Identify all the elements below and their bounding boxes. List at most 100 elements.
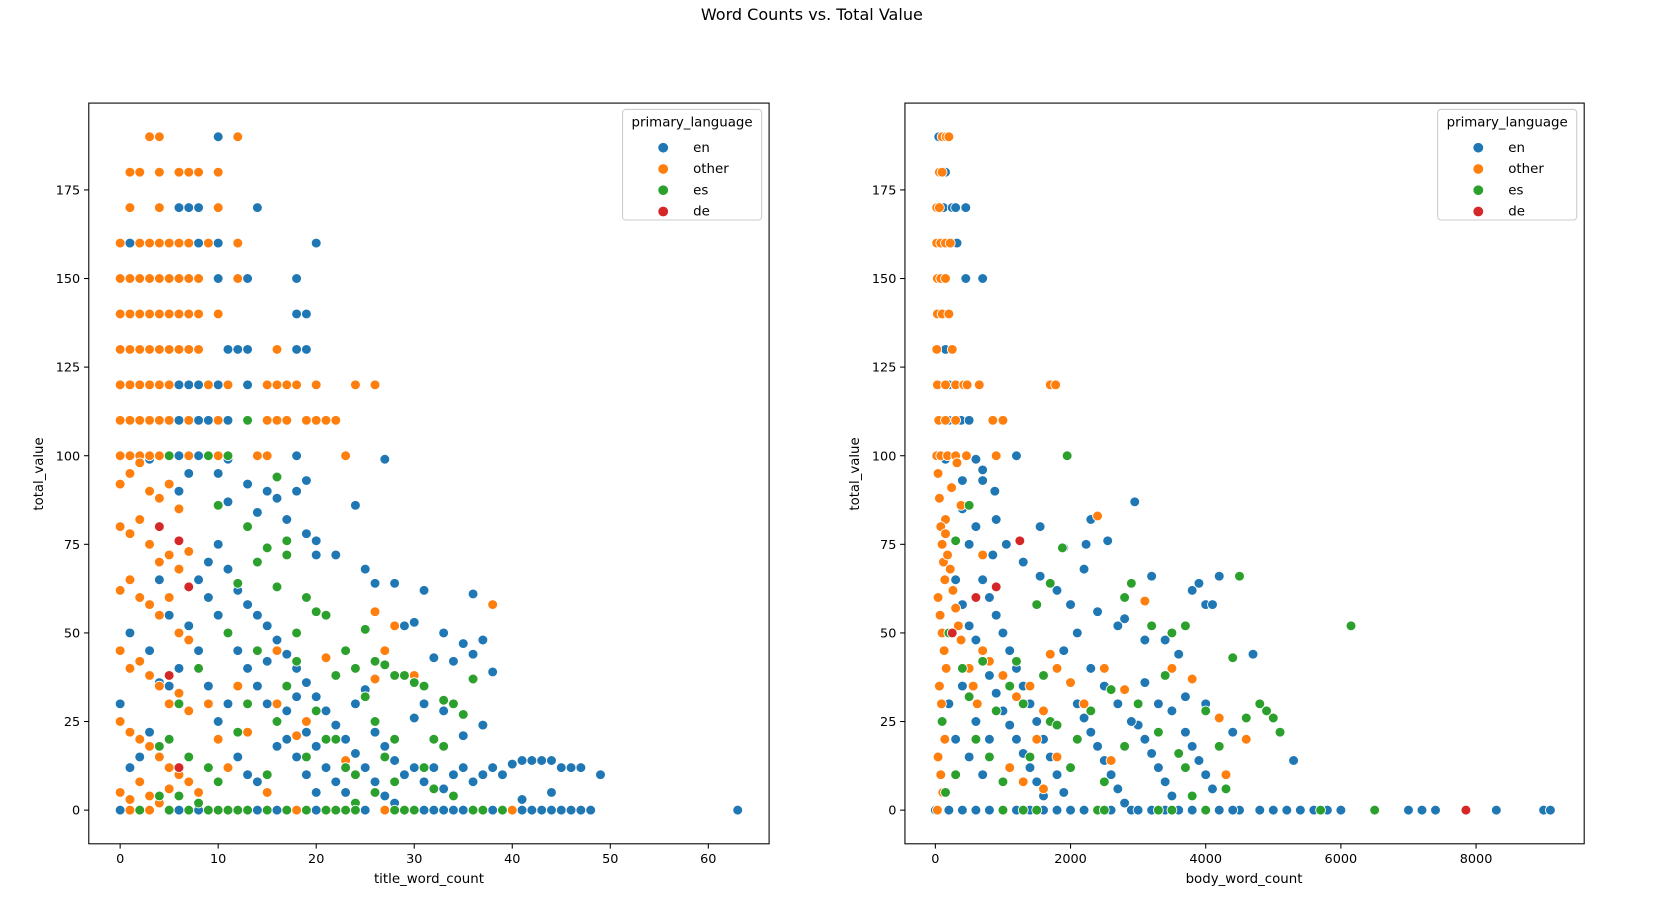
point-es: [1031, 599, 1043, 610]
point-en: [467, 588, 479, 600]
point-en: [526, 804, 538, 816]
point-other: [173, 563, 185, 575]
point-en: [1335, 804, 1347, 816]
point-other: [1065, 677, 1076, 688]
point-en: [990, 514, 1002, 525]
x-tick-label: 20: [308, 852, 324, 867]
point-other: [114, 521, 126, 532]
point-en: [301, 308, 312, 320]
point-es: [1011, 655, 1022, 667]
point-es: [467, 673, 479, 685]
y-tick-label: 0: [888, 804, 896, 819]
figure-title: Word Counts vs. Total Value: [701, 5, 923, 24]
point-other: [973, 379, 985, 391]
point-other: [144, 344, 155, 355]
point-es: [163, 804, 175, 816]
point-other: [154, 202, 165, 213]
point-en: [301, 726, 312, 738]
point-en: [960, 273, 972, 284]
point-en: [399, 769, 410, 781]
point-en: [1139, 634, 1151, 646]
point-es: [1017, 804, 1029, 816]
point-es: [183, 751, 195, 763]
point-es: [252, 556, 263, 568]
point-en: [261, 698, 273, 710]
point-es: [1126, 577, 1137, 589]
point-es: [1173, 748, 1185, 759]
point-en: [448, 804, 459, 816]
point-en: [1126, 716, 1137, 727]
point-es: [301, 592, 312, 603]
point-en: [310, 691, 322, 703]
point-en: [1186, 804, 1198, 816]
point-es: [271, 471, 283, 483]
point-en: [252, 507, 263, 518]
point-other: [222, 762, 234, 773]
point-es: [320, 609, 332, 621]
point-en: [310, 237, 322, 249]
y-axis-label: total_value: [848, 437, 863, 510]
point-es: [369, 655, 381, 667]
scatter-points: [930, 131, 1556, 816]
point-en: [369, 577, 381, 589]
point-es: [1132, 698, 1144, 710]
point-en: [1092, 741, 1103, 752]
point-en: [1119, 613, 1130, 625]
point-es: [1254, 698, 1266, 710]
point-en: [1112, 620, 1124, 632]
point-es: [1234, 570, 1245, 582]
point-es: [281, 549, 293, 561]
point-en: [477, 719, 489, 731]
point-other: [124, 166, 136, 178]
point-en: [1180, 726, 1191, 738]
point-es: [950, 769, 961, 781]
point-en: [438, 804, 449, 816]
point-en: [379, 453, 391, 465]
point-en: [124, 762, 136, 773]
x-axis-label: title_word_count: [374, 872, 484, 887]
point-other: [124, 202, 136, 213]
point-other: [271, 645, 283, 656]
point-en: [1193, 755, 1205, 766]
point-other: [173, 273, 185, 284]
point-other: [134, 237, 146, 249]
point-other: [124, 794, 136, 805]
point-other: [154, 492, 165, 504]
point-other: [203, 698, 214, 710]
point-en: [1078, 712, 1090, 724]
point-en: [575, 804, 587, 816]
point-other: [183, 414, 195, 426]
point-en: [1071, 627, 1083, 639]
point-en: [173, 379, 185, 391]
point-en: [970, 804, 982, 816]
point-en: [281, 705, 293, 717]
point-en: [963, 539, 975, 550]
point-other: [144, 670, 155, 681]
point-other: [261, 787, 273, 798]
point-en: [438, 705, 449, 717]
point-en: [997, 627, 1009, 639]
point-other: [310, 379, 322, 391]
point-other: [144, 450, 155, 462]
point-es: [271, 716, 283, 727]
point-es: [134, 804, 146, 816]
point-en: [990, 609, 1002, 621]
point-other: [114, 237, 126, 249]
point-en: [163, 609, 175, 621]
panel-body-word-count: 0 2000 4000 6000 8000 0 25 50 75 100 125 150 175 bo…: [848, 102, 1585, 887]
point-other: [977, 645, 989, 656]
point-en: [977, 769, 989, 781]
point-other: [154, 273, 165, 284]
point-other: [154, 166, 165, 178]
x-tick-label: 50: [602, 852, 618, 867]
point-en: [1085, 663, 1097, 674]
point-en: [203, 556, 214, 568]
point-other: [134, 344, 146, 355]
point-es: [963, 691, 975, 703]
point-es: [163, 450, 175, 462]
point-en: [301, 769, 312, 781]
point-en: [1416, 804, 1428, 816]
point-es: [1044, 577, 1056, 589]
point-es: [428, 733, 440, 745]
